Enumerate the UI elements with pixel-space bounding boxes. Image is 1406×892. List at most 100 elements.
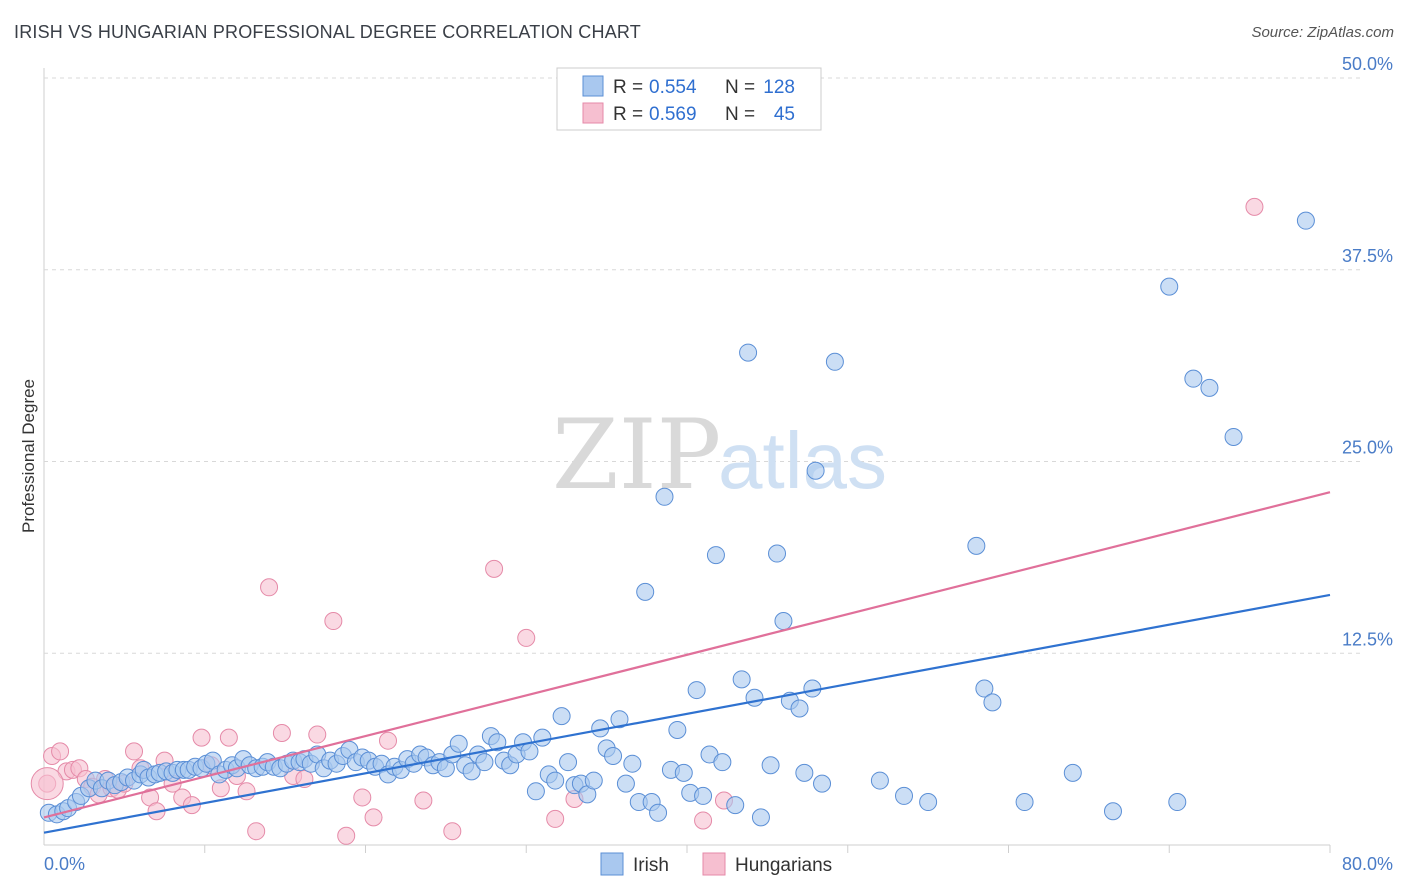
data-point-irish — [623, 754, 642, 773]
data-point-hungarians — [694, 811, 713, 830]
watermark-zip: ZIP — [552, 399, 721, 511]
data-point-hungarians — [379, 731, 398, 750]
data-point-irish — [526, 782, 545, 801]
trend-line-irish — [43, 593, 1331, 834]
data-point-hungarians — [546, 809, 565, 828]
legend-box: R = 0.554 N = 128 R = 0.569 N = 45 — [556, 67, 822, 131]
data-point-irish — [687, 681, 706, 700]
data-point-irish — [610, 710, 629, 729]
x-tick-label: 80.0% — [1342, 854, 1393, 874]
data-point-irish — [520, 742, 539, 761]
data-point-irish — [649, 803, 668, 822]
data-point-hungarians — [443, 822, 462, 841]
y-tick-label: 25.0% — [1342, 438, 1393, 458]
data-point-irish — [768, 544, 787, 563]
data-point-irish — [533, 728, 552, 747]
data-point-irish — [546, 771, 565, 790]
data-point-irish — [655, 487, 674, 506]
trend-line-hungarians — [43, 491, 1331, 819]
bottom-legend-irish: Irish — [633, 855, 669, 876]
data-point-hungarians — [51, 742, 70, 761]
data-point-irish — [825, 352, 844, 371]
y-axis-label: Professional Degree — [19, 379, 38, 533]
data-point-irish — [559, 753, 578, 772]
data-point-irish — [694, 786, 713, 805]
data-point-hungarians — [517, 628, 536, 647]
data-point-irish — [739, 343, 758, 362]
data-point-hungarians — [364, 808, 383, 827]
data-point-irish — [975, 679, 994, 698]
data-point-irish — [761, 756, 780, 775]
data-point-irish — [1200, 378, 1219, 397]
data-point-hungarians — [324, 612, 343, 631]
legend-irish-r-value: 0.554 — [649, 77, 697, 98]
y-tick-label: 37.5% — [1342, 246, 1393, 266]
data-point-irish — [713, 753, 732, 772]
data-point-irish — [1184, 369, 1203, 388]
data-point-hungarians — [272, 724, 291, 743]
data-point-irish — [462, 762, 481, 781]
y-tick-label: 50.0% — [1342, 54, 1393, 74]
data-point-hungarians — [337, 826, 356, 845]
data-point-irish — [552, 707, 571, 726]
data-point-hungarians — [308, 725, 327, 744]
legend-hung-n-value: 45 — [774, 104, 795, 125]
legend-irish-n-label: N = — [725, 77, 755, 98]
bottom-legend-swatch-irish — [600, 852, 624, 876]
data-point-irish — [774, 612, 793, 631]
data-point-irish — [983, 693, 1002, 712]
legend-swatch-hungarians — [582, 102, 604, 124]
legend-irish-r-label: R = — [613, 77, 643, 98]
data-point-irish — [795, 763, 814, 782]
y-tick-label: 12.5% — [1342, 629, 1393, 649]
data-point-irish — [1103, 802, 1122, 821]
data-point-irish — [604, 747, 623, 766]
points-layer — [30, 197, 1315, 845]
data-point-irish — [1168, 793, 1187, 812]
data-point-irish — [751, 808, 770, 827]
data-point-irish — [1224, 427, 1243, 446]
bottom-legend: Irish Hungarians — [600, 852, 832, 876]
data-point-irish — [1296, 211, 1315, 230]
data-point-irish — [475, 753, 494, 772]
legend-hung-r-value: 0.569 — [649, 104, 697, 125]
data-point-irish — [1015, 793, 1034, 812]
data-point-irish — [449, 734, 468, 753]
data-point-irish — [636, 582, 655, 601]
data-point-hungarians — [260, 578, 279, 597]
legend-hung-r-label: R = — [613, 104, 643, 125]
data-point-hungarians — [1245, 197, 1264, 216]
data-point-irish — [488, 733, 507, 752]
data-point-hungarians — [125, 742, 144, 761]
data-point-irish — [1063, 763, 1082, 782]
data-point-irish — [813, 774, 832, 793]
data-point-irish — [706, 546, 725, 565]
data-point-irish — [674, 763, 693, 782]
trend-layer — [43, 491, 1331, 834]
data-point-irish — [806, 461, 825, 480]
data-point-hungarians — [414, 791, 433, 810]
ticks-layer: 12.5% 25.0% 37.5% 50.0% 0.0% 80.0% — [44, 54, 1393, 874]
watermark-atlas: atlas — [718, 416, 887, 505]
data-point-irish — [584, 771, 603, 790]
bottom-legend-swatch-hungarians — [702, 852, 726, 876]
data-point-irish — [726, 796, 745, 815]
data-point-irish — [919, 793, 938, 812]
legend-hung-n-label: N = — [725, 104, 755, 125]
data-point-hungarians — [353, 788, 372, 807]
data-point-irish — [790, 699, 809, 718]
data-point-irish — [895, 786, 914, 805]
data-point-irish — [870, 771, 889, 790]
data-point-hungarians — [219, 728, 238, 747]
legend-swatch-irish — [582, 75, 604, 97]
data-point-hungarians — [30, 767, 64, 801]
grid-layer — [43, 68, 1364, 853]
data-point-irish — [616, 774, 635, 793]
data-point-hungarians — [192, 728, 211, 747]
data-point-hungarians — [485, 559, 504, 578]
data-point-irish — [1160, 277, 1179, 296]
bottom-legend-hungarians: Hungarians — [735, 855, 832, 876]
data-point-irish — [745, 688, 764, 707]
data-point-irish — [732, 670, 751, 689]
